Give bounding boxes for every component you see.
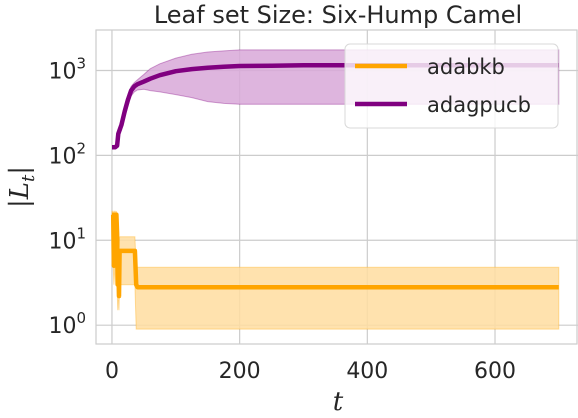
y-tick-label-1e0: 100 xyxy=(48,309,86,339)
legend-label-adagpucb: adagpucb xyxy=(427,93,531,117)
x-tick-labels: 0 200 400 600 xyxy=(105,359,516,384)
x-tick-label-400: 400 xyxy=(346,359,388,384)
legend: adabkb adagpucb xyxy=(344,43,559,129)
line-adagpucb xyxy=(112,63,559,150)
legend-label-adabkb: adabkb xyxy=(427,55,505,79)
y-tick-label-1e1: 101 xyxy=(48,224,86,254)
x-tick-label-600: 600 xyxy=(474,359,516,384)
x-axis-label: t xyxy=(333,387,344,417)
x-tick-label-0: 0 xyxy=(105,359,119,384)
line-adabkb xyxy=(110,212,559,299)
x-tick-label-200: 200 xyxy=(219,359,261,384)
y-axis-label: |Lt| xyxy=(5,166,39,208)
plot-frame xyxy=(95,29,578,345)
chart-title: Leaf set Size: Six-Hump Camel xyxy=(154,1,522,29)
band-adabkb xyxy=(111,210,560,330)
y-tick-label-1e2: 102 xyxy=(48,139,86,169)
y-tick-label-1e3: 103 xyxy=(48,55,86,85)
y-tick-labels: 100 101 102 103 xyxy=(48,55,86,340)
series-lines xyxy=(110,63,559,299)
